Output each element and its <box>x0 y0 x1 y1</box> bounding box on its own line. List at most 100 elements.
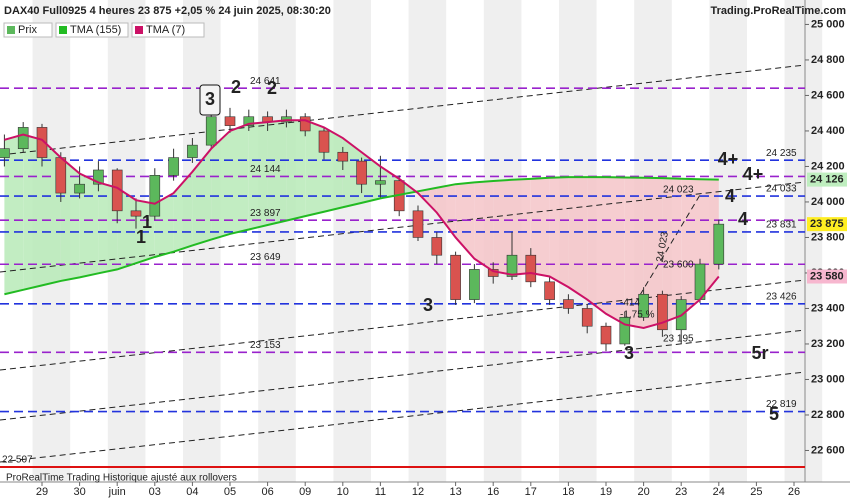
trend-lines <box>0 64 806 463</box>
ma-fill-segment <box>587 177 606 314</box>
y-tick-label: 25 000 <box>811 18 845 30</box>
ma-fill-segment <box>624 177 644 328</box>
day-stripe <box>258 0 296 482</box>
candle-body <box>17 127 29 149</box>
ma-line <box>4 176 719 296</box>
candle-body <box>600 325 612 345</box>
trend-line <box>0 279 806 371</box>
annotation: 3 <box>205 89 215 109</box>
ma-fill-segment <box>436 184 456 238</box>
annotation: 3 <box>624 343 634 363</box>
footer: ProRealTime Trading Historique ajusté au… <box>6 473 237 484</box>
legend-label: Prix <box>18 24 37 36</box>
candle-body <box>563 299 574 309</box>
ma-fill-segment <box>192 148 212 246</box>
annotation: 5 <box>769 404 779 424</box>
level-label: 24 144 <box>250 164 281 175</box>
candle-body <box>638 293 649 318</box>
annotation: 4 <box>725 186 735 206</box>
x-tick-label: 26 <box>788 486 800 498</box>
annotation: 4+ <box>718 149 739 169</box>
y-tick-label: 23 800 <box>811 231 845 243</box>
x-tick-label: 19 <box>600 486 612 498</box>
level-label: 23 426 <box>766 291 797 302</box>
candle-body <box>525 254 537 283</box>
level-label: 24 033 <box>766 184 797 195</box>
trend-line <box>0 64 806 156</box>
x-tick-label: 17 <box>525 486 537 498</box>
ma-fill-segment <box>549 177 569 288</box>
y-tick-label: 22 800 <box>811 409 845 421</box>
annotation: 4+ <box>743 164 764 184</box>
y-tick-label: 23 400 <box>811 302 845 314</box>
x-tick-label: 30 <box>73 486 85 498</box>
x-tick-label: 04 <box>186 486 198 498</box>
x-tick-label: 03 <box>149 486 161 498</box>
note: -1,75 % <box>620 310 655 321</box>
day-stripe <box>333 0 371 482</box>
ma-fill-segment <box>493 179 512 275</box>
legend-swatch <box>135 26 143 34</box>
y-tick-label: 24 200 <box>811 160 845 172</box>
candle-body <box>506 254 518 277</box>
level-label: 22 507 <box>2 455 33 466</box>
level-label: 23 897 <box>250 208 281 219</box>
x-tick-label: juin <box>108 486 126 498</box>
ma-fill-segment <box>474 181 494 272</box>
ma-fill-segment <box>512 178 531 275</box>
candle-body <box>168 157 179 176</box>
y-tick-label: 23 200 <box>811 338 845 350</box>
candle-body <box>469 269 480 300</box>
level-label: 23 153 <box>250 340 281 351</box>
legend-label: TMA (155) <box>70 24 121 36</box>
y-tick-label: 24 800 <box>811 54 845 66</box>
x-tick-label: 18 <box>562 486 574 498</box>
price-badge <box>807 172 847 187</box>
y-tick-label: 24 600 <box>811 89 845 101</box>
chart-title: DAX40 Full0925 4 heures 23 875 +2,05 % 2… <box>4 5 331 17</box>
ma-fill-segment <box>230 123 249 234</box>
ma-fill-segment <box>568 177 588 300</box>
y-tick-label: 24 400 <box>811 125 845 137</box>
price-badge-label: 23 580 <box>810 270 844 282</box>
source: Trading.ProRealTime.com <box>710 5 846 17</box>
x-tick-label: 16 <box>487 486 499 498</box>
legend-box <box>3 22 53 38</box>
ma-fill-segment <box>606 177 625 325</box>
x-tick-label: 05 <box>224 486 236 498</box>
x-tick-label: 23 <box>675 486 687 498</box>
level-label: 23 831 <box>766 220 797 231</box>
candle-body <box>205 116 217 146</box>
note: -414 <box>620 298 640 309</box>
candle-body <box>93 169 104 185</box>
candle-body <box>130 210 142 217</box>
candle-body <box>431 237 443 256</box>
annotation: 1 <box>142 212 152 232</box>
y-tick-label: 23 000 <box>811 373 845 385</box>
ma-fill-segment <box>4 134 24 295</box>
note: 23 195 <box>663 334 694 345</box>
trend-line <box>0 181 806 273</box>
legend-label: TMA (7) <box>146 24 185 36</box>
candle-body <box>299 116 311 132</box>
price-badge <box>807 269 847 284</box>
x-tick-label: 09 <box>299 486 311 498</box>
candle-body <box>74 183 85 194</box>
legend-box <box>131 22 205 38</box>
ma-fill-segment <box>286 120 306 221</box>
annotation: 1 <box>136 227 146 247</box>
legend-box <box>55 22 129 38</box>
candle-body <box>619 317 631 345</box>
price-badge <box>807 217 847 232</box>
candle-body <box>356 160 367 185</box>
annotation: 3 <box>423 295 433 315</box>
x-tick-label: 29 <box>36 486 48 498</box>
ma-fill-segment <box>643 177 663 328</box>
ma-fill-segment <box>23 134 42 290</box>
candle-body <box>0 148 10 158</box>
annotation: 4 <box>738 209 748 229</box>
ma-fill <box>4 120 719 328</box>
candle-body <box>581 308 593 327</box>
candle-body <box>412 210 424 238</box>
